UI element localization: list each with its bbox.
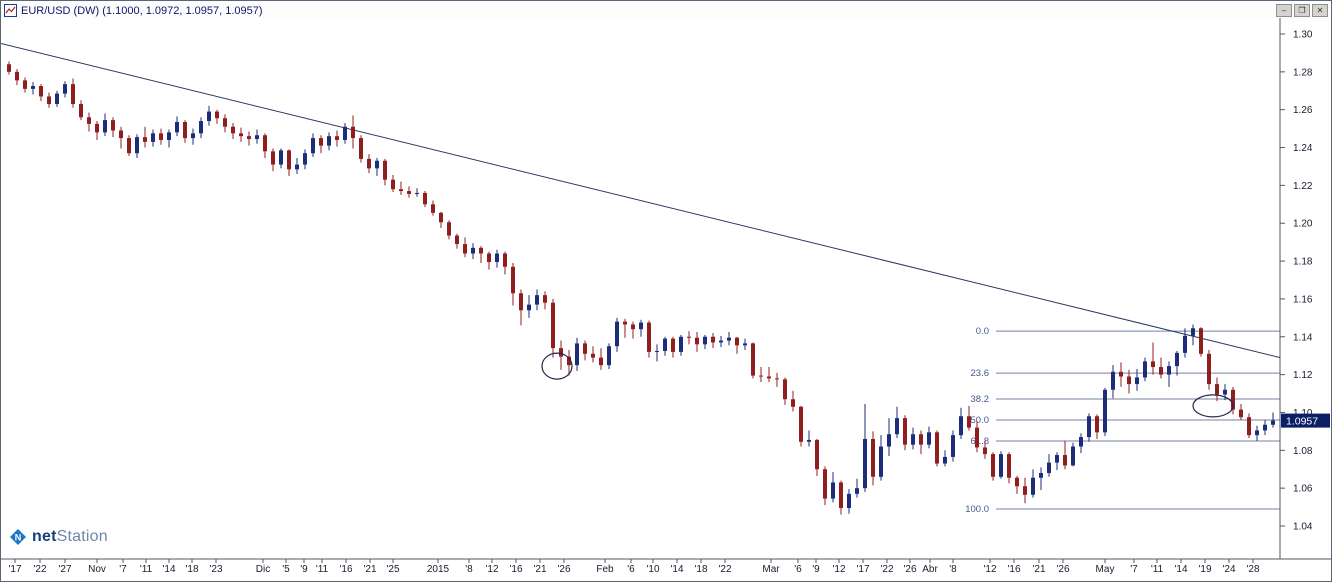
time-tick-label: '7 [119,564,127,575]
time-tick-label: '24 [1222,564,1235,575]
logo-text-station: Station [56,528,108,545]
time-tick-label: Abr [922,564,938,575]
fib-level-label: 100.0 [965,504,989,515]
netstation-logo-text: netStation [32,528,108,546]
time-tick-label: May [1096,564,1115,575]
time-tick-label: '11 [316,564,329,575]
time-tick-label: '21 [363,564,376,575]
time-tick-label: '17 [8,564,21,575]
price-tick-label: 1.30 [1293,30,1313,41]
fib-level-label: 23.6 [971,368,990,379]
time-tick-label: '12 [832,564,845,575]
time-tick-label: '11 [140,564,153,575]
time-tick-label: '14 [162,564,175,575]
price-tick-label: 1.26 [1293,105,1313,116]
time-tick-label: '19 [1198,564,1211,575]
time-tick-label: Dic [256,564,270,575]
fibonacci-retracement[interactable]: 0.0 23.6 38.2 50.0 61.8 100.0 [965,326,1280,515]
time-tick-label: '27 [58,564,71,575]
last-price-tag [1281,413,1330,428]
netstation-logo: N netStation [9,528,108,546]
time-tick-label: '16 [509,564,522,575]
fib-level-label: 0.0 [976,326,989,337]
time-tick-label: '28 [1246,564,1259,575]
time-tick-label: '23 [209,564,222,575]
time-tick-label: '11 [1151,564,1164,575]
time-tick-label: '22 [880,564,893,575]
time-tick-label: '26 [1056,564,1069,575]
time-tick-label: '9 [812,564,820,575]
price-tick-label: 1.08 [1293,446,1313,457]
time-axis[interactable]: '17 '22 '27 Nov '7 '11 '14 '18 '23 Dic '5 '9 '11 '16 '… [8,559,1260,575]
time-tick-label: '22 [33,564,46,575]
time-tick-label: '21 [1032,564,1045,575]
minimize-button[interactable]: – [1276,4,1292,17]
price-tick-label: 1.04 [1293,522,1313,533]
window-controls: – ❐ ✕ [1276,4,1329,17]
time-tick-label: '12 [983,564,996,575]
time-tick-label: '7 [1130,564,1138,575]
time-tick-label: Feb [596,564,614,575]
time-tick-label: '18 [185,564,198,575]
close-button[interactable]: ✕ [1312,4,1328,17]
price-tick-label: 1.24 [1293,143,1313,154]
time-tick-label: '6 [794,564,802,575]
time-tick-label: '26 [557,564,570,575]
time-tick-label: '21 [533,564,546,575]
netstation-logo-icon: N [10,529,26,545]
time-tick-label: '9 [300,564,308,575]
price-tick-label: 1.12 [1293,370,1313,381]
ellipse-annotation[interactable] [541,352,573,380]
price-tick-label: 1.14 [1293,332,1313,343]
time-tick-label: '26 [903,564,916,575]
maximize-button[interactable]: ❐ [1294,4,1310,17]
last-price-value: 1.0957 [1286,416,1318,428]
price-tick-label: 1.10 [1293,408,1313,419]
window-titlebar: EUR/USD (DW) (1.1000, 1.0972, 1.0957, 1.… [1,1,1331,19]
fib-level-label: 38.2 [971,394,990,405]
time-tick-label: '5 [282,564,290,575]
time-tick-label: '6 [627,564,635,575]
chart-canvas[interactable]: 0.0 23.6 38.2 50.0 61.8 100.0 1.30 1.28 1.26 1.24… [1,18,1331,581]
time-tick-label: '10 [646,564,659,575]
time-tick-label: '17 [856,564,869,575]
time-tick-label: '16 [339,564,352,575]
time-tick-label: Nov [88,564,106,575]
price-tick-label: 1.28 [1293,67,1313,78]
price-tick-label: 1.18 [1293,257,1313,268]
svg-text:N: N [15,533,22,543]
time-tick-label: 2015 [427,564,450,575]
window-title: EUR/USD (DW) (1.1000, 1.0972, 1.0957, 1.… [21,4,263,17]
time-tick-label: '8 [465,564,473,575]
price-tick-label: 1.20 [1293,219,1313,230]
time-tick-label: Mar [762,564,780,575]
time-tick-label: '16 [1007,564,1020,575]
candlesticks [7,61,1275,515]
time-tick-label: '8 [949,564,957,575]
trendline[interactable] [1,42,1281,359]
logo-text-net: net [32,528,57,545]
price-tick-label: 1.16 [1293,294,1313,305]
chart-area[interactable]: 0.0 23.6 38.2 50.0 61.8 100.0 1.30 1.28 1.26 1.24… [1,18,1331,581]
time-tick-label: '12 [485,564,498,575]
time-tick-label: '14 [1174,564,1187,575]
fib-level-label: 61.8 [971,436,990,447]
time-tick-label: '22 [718,564,731,575]
price-tick-label: 1.06 [1293,484,1313,495]
time-tick-label: '25 [386,564,399,575]
fib-level-label: 50.0 [971,415,990,426]
chart-type-icon [4,4,17,17]
time-tick-label: '18 [694,564,707,575]
price-axis[interactable]: 1.30 1.28 1.26 1.24 1.22 1.20 1.18 1.16 1.14 1.12… [1280,30,1313,533]
time-tick-label: '14 [670,564,683,575]
price-tick-label: 1.22 [1293,181,1313,192]
ellipse-annotation[interactable] [1192,394,1234,418]
